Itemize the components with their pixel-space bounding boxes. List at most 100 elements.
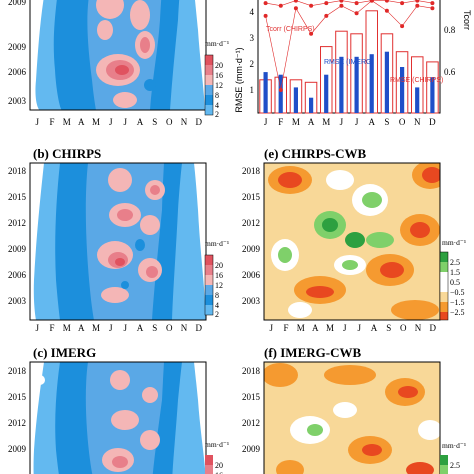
panel-c-field — [30, 362, 206, 474]
month-label: J — [358, 323, 362, 333]
month-label: M — [322, 117, 330, 127]
colorbar-f: mm·d⁻¹ 2.5 — [440, 441, 466, 474]
colorbar-f-labels: 2.5 — [450, 461, 460, 470]
month-label: S — [152, 323, 157, 333]
panel-e-field — [264, 163, 440, 320]
y-tick-label: 4 — [250, 7, 255, 17]
panel-title: (f) IMERG-CWB — [264, 345, 361, 360]
year-label: 2018 — [242, 366, 261, 376]
tcorr-point — [430, 6, 435, 11]
tcorr-point — [263, 1, 268, 6]
tcorr-point — [415, 3, 420, 8]
month-label: J — [124, 117, 128, 127]
year-label: 2009 — [8, 244, 27, 254]
month-label: N — [181, 117, 188, 127]
month-label: S — [386, 323, 391, 333]
month-label: J — [36, 117, 40, 127]
colorbar-unit: mm·d⁻¹ — [205, 39, 229, 48]
bar-rmse-imerg — [384, 51, 389, 113]
month-label: D — [429, 117, 436, 127]
tcorr-point — [263, 13, 268, 18]
colorbar-label: 2.5 — [450, 258, 460, 267]
month-label: J — [109, 323, 113, 333]
tcorr-line — [265, 0, 433, 91]
year-label: 2009 — [8, 444, 27, 454]
bar-rmse-imerg — [400, 67, 405, 113]
tcorr-point — [384, 8, 389, 13]
bar-rmse-imerg — [369, 54, 374, 113]
month-label: J — [36, 323, 40, 333]
month-label: O — [166, 323, 173, 333]
colorbar-label: 4 — [215, 301, 219, 310]
colorbar-label: 12 — [215, 281, 223, 290]
month-label: N — [415, 323, 422, 333]
year-label: 2006 — [8, 270, 27, 280]
panel-c-year-labels: 2018 2015 2012 2009 — [8, 366, 27, 454]
tcorr-point — [278, 3, 283, 8]
series-rmse-imerg — [263, 51, 435, 113]
colorbar-a-labels: 20 16 12 8 4 2 — [215, 61, 223, 119]
year-label: 2006 — [8, 67, 27, 77]
tcorr-point — [354, 11, 359, 16]
month-label: J — [124, 323, 128, 333]
year-label: 2015 — [242, 192, 261, 202]
colorbar-unit: mm·d⁻¹ — [442, 441, 466, 450]
month-label: M — [297, 323, 305, 333]
panel-f: (f) IMERG-CWB 2018 2015 2012 2009 — [242, 345, 441, 474]
colorbar-label: 8 — [215, 91, 219, 100]
month-label: A — [78, 117, 85, 127]
colorbar-label: 20 — [215, 461, 223, 470]
year-label: 2012 — [8, 218, 26, 228]
colorbar-label: 0.5 — [450, 278, 460, 287]
panel-d: RMSE (mm·d⁻¹) Tcorr 4 3 2 1 0.8 0.6 RMSE… — [234, 0, 472, 127]
month-label: F — [49, 117, 54, 127]
colorbar-label: 1.5 — [450, 268, 460, 277]
month-label: A — [308, 117, 315, 127]
month-label: O — [166, 117, 173, 127]
colorbar-unit: mm·d⁻¹ — [205, 440, 229, 449]
panel-a-field — [30, 0, 206, 110]
year-label: 2003 — [242, 296, 261, 306]
colorbar-label: 4 — [215, 101, 219, 110]
colorbar-label: 12 — [215, 81, 223, 90]
panel-title: (c) IMERG — [33, 345, 96, 360]
tcorr-point — [430, 1, 435, 6]
month-label: M — [92, 323, 100, 333]
month-label: D — [429, 323, 436, 333]
panel-b-field — [30, 163, 206, 320]
colorbar-label: 16 — [215, 471, 223, 474]
colorbar-label: −1.5 — [450, 298, 465, 307]
colorbar-label: 2 — [215, 110, 219, 119]
tcorr-line — [265, 0, 433, 7]
month-label: J — [270, 323, 274, 333]
colorbar-b: mm·d⁻¹ 20 16 12 8 4 2 — [204, 239, 229, 319]
month-label: N — [414, 117, 421, 127]
panel-f-field — [264, 362, 440, 474]
y2-ticks: 0.8 0.6 — [444, 25, 456, 77]
tcorr-point — [400, 24, 405, 29]
legend-rmse-chirps: RMSE (CHIRPS) — [390, 77, 443, 84]
month-label: A — [369, 117, 376, 127]
legend-rmse-imerg: RMSE (IMERG) — [324, 59, 374, 66]
month-label: A — [137, 323, 144, 333]
year-label: 2012 — [242, 418, 260, 428]
y-tick-label: 2 — [250, 59, 255, 69]
month-label: O — [400, 323, 407, 333]
month-label: N — [181, 323, 188, 333]
colorbar-e-labels: 2.5 1.5 0.5 −0.5 −1.5 −2.5 — [450, 258, 465, 317]
colorbar-c-labels: 20 16 — [215, 461, 223, 474]
bar-rmse-imerg — [278, 74, 283, 113]
colorbar-label: −0.5 — [450, 288, 465, 297]
legend-tcorr-chirps: Tcorr (CHIRPS) — [266, 26, 315, 33]
month-label: S — [384, 117, 389, 127]
tcorr-point — [339, 3, 344, 8]
tcorr-point — [293, 0, 298, 3]
month-label: D — [195, 323, 202, 333]
colorbar-label: 8 — [215, 291, 219, 300]
bar-rmse-imerg — [415, 87, 420, 113]
year-label: 2015 — [8, 392, 27, 402]
